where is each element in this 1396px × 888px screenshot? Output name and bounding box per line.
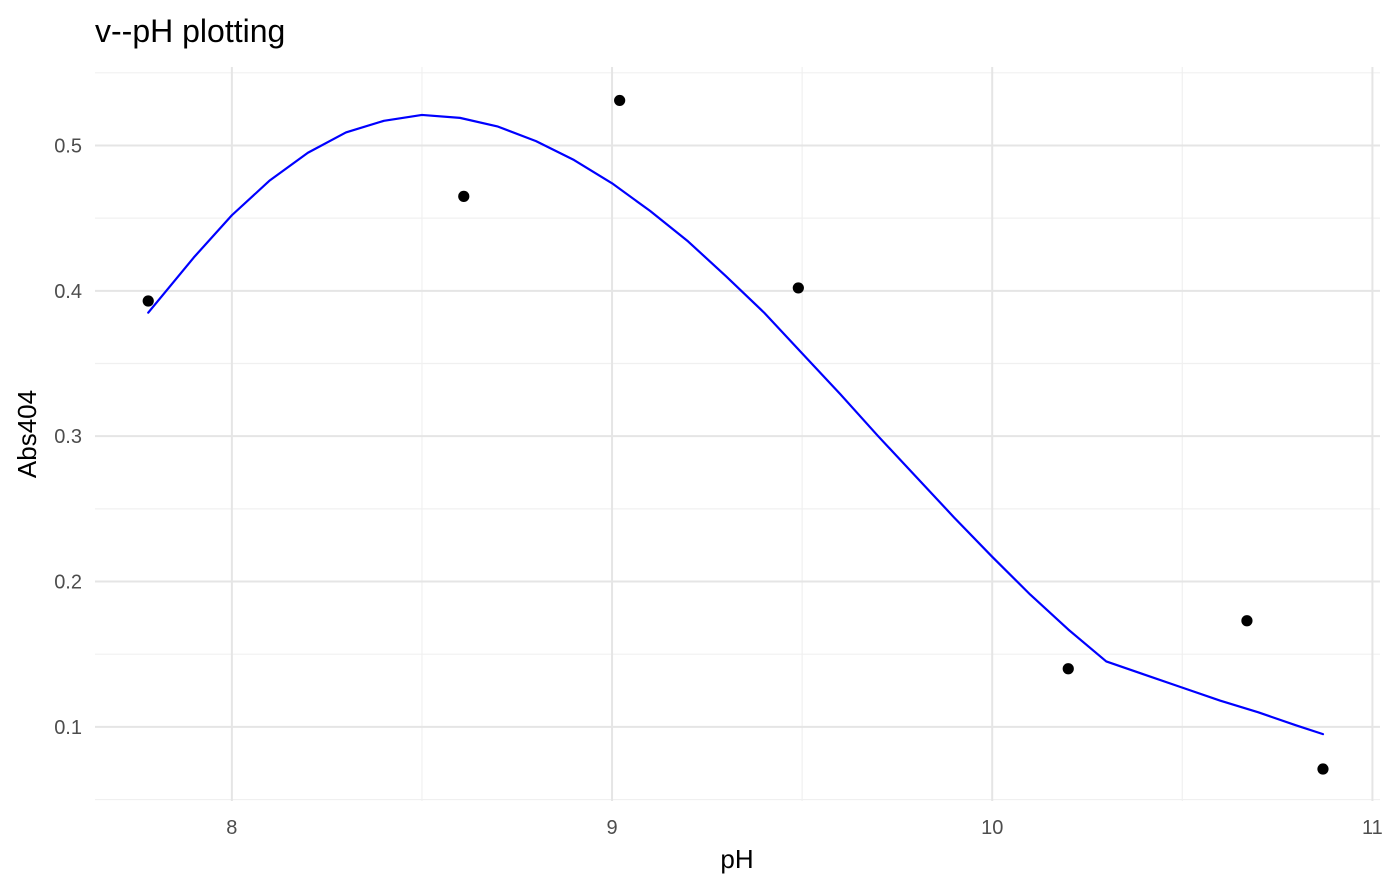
data-point bbox=[1317, 763, 1329, 775]
data-point bbox=[1062, 663, 1074, 675]
data-point bbox=[792, 282, 804, 294]
x-tick-label: 11 bbox=[1362, 817, 1383, 839]
x-tick-label: 9 bbox=[606, 817, 617, 839]
y-tick-label: 0.1 bbox=[54, 717, 82, 739]
data-point bbox=[458, 190, 470, 202]
grid-layer bbox=[95, 67, 1380, 801]
y-axis-title: Abs404 bbox=[12, 390, 42, 478]
fit-line bbox=[147, 113, 1325, 736]
y-tick-label: 0.5 bbox=[54, 135, 82, 157]
data-point-layer bbox=[142, 94, 1329, 775]
data-point bbox=[1241, 615, 1253, 627]
data-point bbox=[614, 94, 626, 107]
chart-title: v--pH plotting bbox=[95, 13, 285, 49]
data-point bbox=[142, 295, 154, 307]
y-tick-label: 0.3 bbox=[54, 426, 82, 448]
x-tick-label: 8 bbox=[226, 817, 237, 839]
fit-line-layer bbox=[147, 113, 1325, 736]
y-tick-label: 0.4 bbox=[54, 281, 82, 303]
y-tick-label: 0.2 bbox=[54, 572, 82, 594]
x-axis-title: pH bbox=[720, 844, 753, 874]
x-tick-label: 10 bbox=[981, 817, 1003, 839]
tick-label-layer: 8 9 10 11 0.1 0.2 0.3 0.4 0.5 bbox=[54, 135, 1383, 839]
